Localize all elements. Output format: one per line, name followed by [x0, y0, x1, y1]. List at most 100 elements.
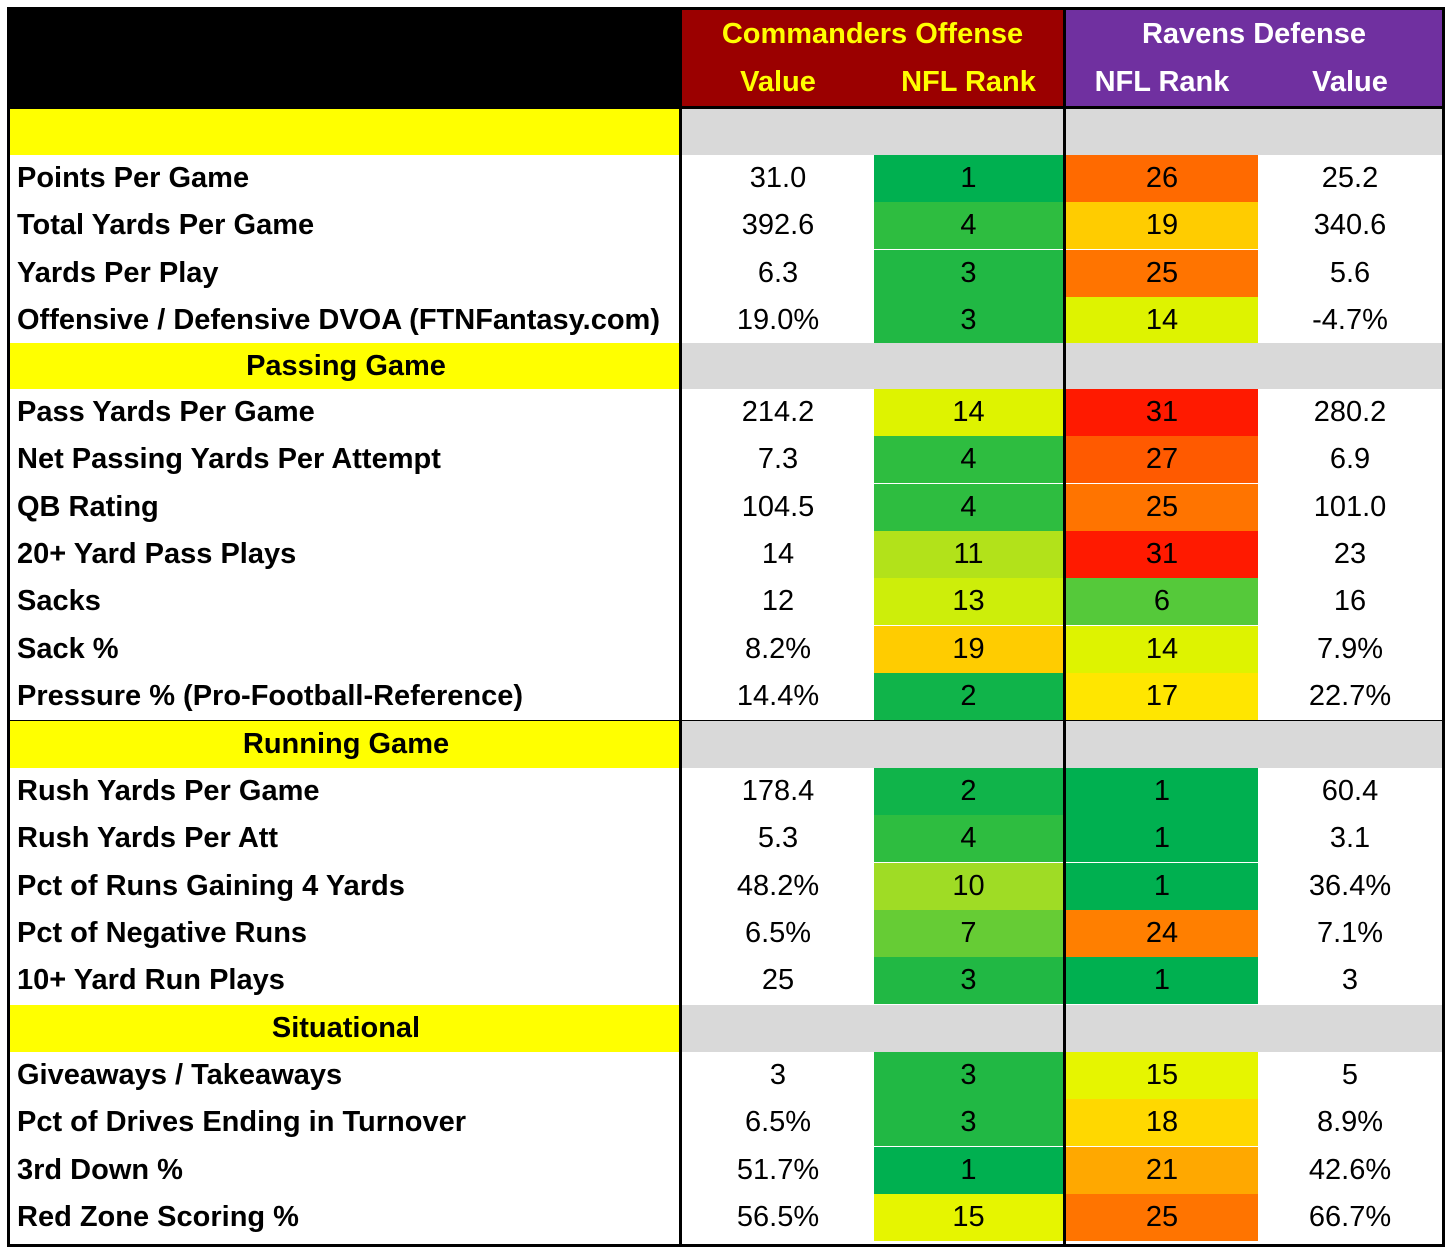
stat-label: Pct of Runs Gaining 4 Yards: [17, 870, 405, 902]
offense-rank: 14: [874, 389, 1063, 436]
defense-value: 7.9%: [1316, 633, 1384, 665]
defense-title: Ravens Defense: [1141, 18, 1367, 50]
table-row: Rush Yards Per Att 5.3 4 1 3.1: [10, 815, 1442, 862]
defense-value: 36.4%: [1308, 870, 1392, 902]
stat-label: Pct of Negative Runs: [17, 917, 308, 949]
defense-rank: 25: [1066, 250, 1258, 297]
offense-value: 6.5%: [744, 1106, 812, 1138]
header-bottom-border: [10, 106, 1442, 109]
offense-rank: 3: [874, 297, 1063, 344]
defense-value: 340.6: [1313, 209, 1387, 241]
offense-rank: 7: [874, 910, 1063, 957]
stat-label: Pct of Drives Ending in Turnover: [17, 1106, 467, 1138]
offense-value: 31.0: [749, 162, 807, 194]
offense-value: 19.0%: [736, 304, 820, 336]
section-header-row: Running Game: [10, 721, 1442, 768]
stat-label: Total Yards Per Game: [17, 209, 315, 241]
defense-rank: 14: [1066, 297, 1258, 344]
defense-rank: 18: [1066, 1099, 1258, 1146]
offense-value: 8.2%: [744, 633, 812, 665]
offense-value: 14: [761, 538, 795, 570]
offense-value: 14.4%: [736, 680, 820, 712]
section-title: Passing Game: [10, 343, 682, 389]
offense-value: 56.5%: [736, 1201, 820, 1233]
defense-rank: 25: [1066, 484, 1258, 531]
table-row: Pct of Negative Runs 6.5% 7 24 7.1%: [10, 910, 1442, 957]
stat-label: Rush Yards Per Att: [17, 822, 279, 854]
defense-value: 8.9%: [1316, 1106, 1384, 1138]
offense-rank: 4: [874, 202, 1063, 249]
table-row: QB Rating 104.5 4 25 101.0: [10, 484, 1442, 531]
offense-rank: 10: [874, 863, 1063, 910]
stat-label: 20+ Yard Pass Plays: [17, 538, 297, 570]
offense-rank: 3: [874, 250, 1063, 297]
offense-value: 104.5: [741, 491, 815, 523]
table-row: 3rd Down % 51.7% 1 21 42.6%: [10, 1147, 1442, 1194]
offense-value: 214.2: [741, 396, 815, 428]
table-row: Yards Per Play 6.3 3 25 5.6: [10, 250, 1442, 297]
stat-label: Sacks: [17, 585, 101, 617]
offense-rank: 4: [874, 815, 1063, 862]
defense-value: 23: [1333, 538, 1367, 570]
section-title: Running Game: [10, 721, 682, 768]
defense-rank: 6: [1066, 578, 1258, 625]
table-row: Pass Yards Per Game 214.2 14 31 280.2: [10, 389, 1442, 436]
stat-label: Offensive / Defensive DVOA (FTNFantasy.c…: [17, 304, 660, 336]
offense-value: 6.5%: [744, 917, 812, 949]
defense-value: 42.6%: [1308, 1154, 1392, 1186]
stat-label: Net Passing Yards Per Attempt: [17, 443, 441, 475]
table-row: Offensive / Defensive DVOA (FTNFantasy.c…: [10, 297, 1442, 344]
team-divider: [1063, 106, 1066, 1244]
offense-rank: 2: [874, 768, 1063, 815]
stats-comparison-table: Commanders Offense Value NFL Rank Ravens…: [7, 7, 1445, 1247]
offense-value: 51.7%: [736, 1154, 820, 1186]
offense-value: 392.6: [741, 209, 815, 241]
table-row: 10+ Yard Run Plays 25 3 1 3: [10, 957, 1442, 1004]
defense-rank: 1: [1066, 768, 1258, 815]
stat-label: QB Rating: [17, 491, 159, 523]
defense-rank: 21: [1066, 1147, 1258, 1194]
defense-value: 7.1%: [1316, 917, 1384, 949]
defense-value: 3: [1341, 964, 1359, 996]
offense-value: 3: [769, 1059, 787, 1091]
stat-label: Pressure % (Pro-Football-Reference): [17, 680, 524, 712]
table-row: Red Zone Scoring % 56.5% 15 25 66.7%: [10, 1194, 1442, 1241]
offense-title: Commanders Offense: [721, 18, 1024, 50]
offense-rank: 3: [874, 957, 1063, 1004]
stat-label: 3rd Down %: [17, 1154, 183, 1186]
table-row: Pct of Drives Ending in Turnover 6.5% 3 18 8…: [10, 1099, 1442, 1146]
stat-label: Pass Yards Per Game: [17, 396, 315, 428]
section-fill: [682, 343, 1442, 389]
defense-rank: 25: [1066, 1194, 1258, 1241]
stat-label: Giveaways / Takeaways: [17, 1059, 343, 1091]
header-corner: [10, 10, 682, 106]
defense-value: 22.7%: [1308, 680, 1392, 712]
defense-value: 3.1: [1329, 822, 1371, 854]
defense-rank: 26: [1066, 155, 1258, 202]
defense-rank: 31: [1066, 389, 1258, 436]
stat-label: 10+ Yard Run Plays: [17, 964, 285, 996]
offense-rank: 15: [874, 1194, 1063, 1241]
defense-value: 5: [1341, 1059, 1359, 1091]
defense-rank: 1: [1066, 957, 1258, 1004]
defense-rank: 19: [1066, 202, 1258, 249]
stat-label: Points Per Game: [17, 162, 250, 194]
offense-value: 7.3: [757, 443, 799, 475]
defense-value: 6.9: [1329, 443, 1371, 475]
section-title: [10, 109, 682, 155]
offense-rank: 3: [874, 1052, 1063, 1099]
table-row: Pct of Runs Gaining 4 Yards 48.2% 10 1 36.4%: [10, 863, 1442, 910]
offense-header: Commanders Offense Value NFL Rank: [682, 10, 1063, 106]
section-header-row: Passing Game: [10, 343, 1442, 389]
table-row: Net Passing Yards Per Attempt 7.3 4 27 6.9: [10, 436, 1442, 483]
table-row: Rush Yards Per Game 178.4 2 1 60.4: [10, 768, 1442, 815]
defense-value: 25.2: [1321, 162, 1379, 194]
defense-value: 101.0: [1313, 491, 1387, 523]
offense-rank: 13: [874, 578, 1063, 625]
stat-label: Yards Per Play: [17, 257, 219, 289]
defense-value: 280.2: [1313, 396, 1387, 428]
defense-value: 5.6: [1329, 257, 1371, 289]
offense-value-header: Value: [740, 66, 816, 98]
section-header-row: [10, 109, 1442, 155]
table-row: Sacks 12 13 6 16: [10, 578, 1442, 625]
